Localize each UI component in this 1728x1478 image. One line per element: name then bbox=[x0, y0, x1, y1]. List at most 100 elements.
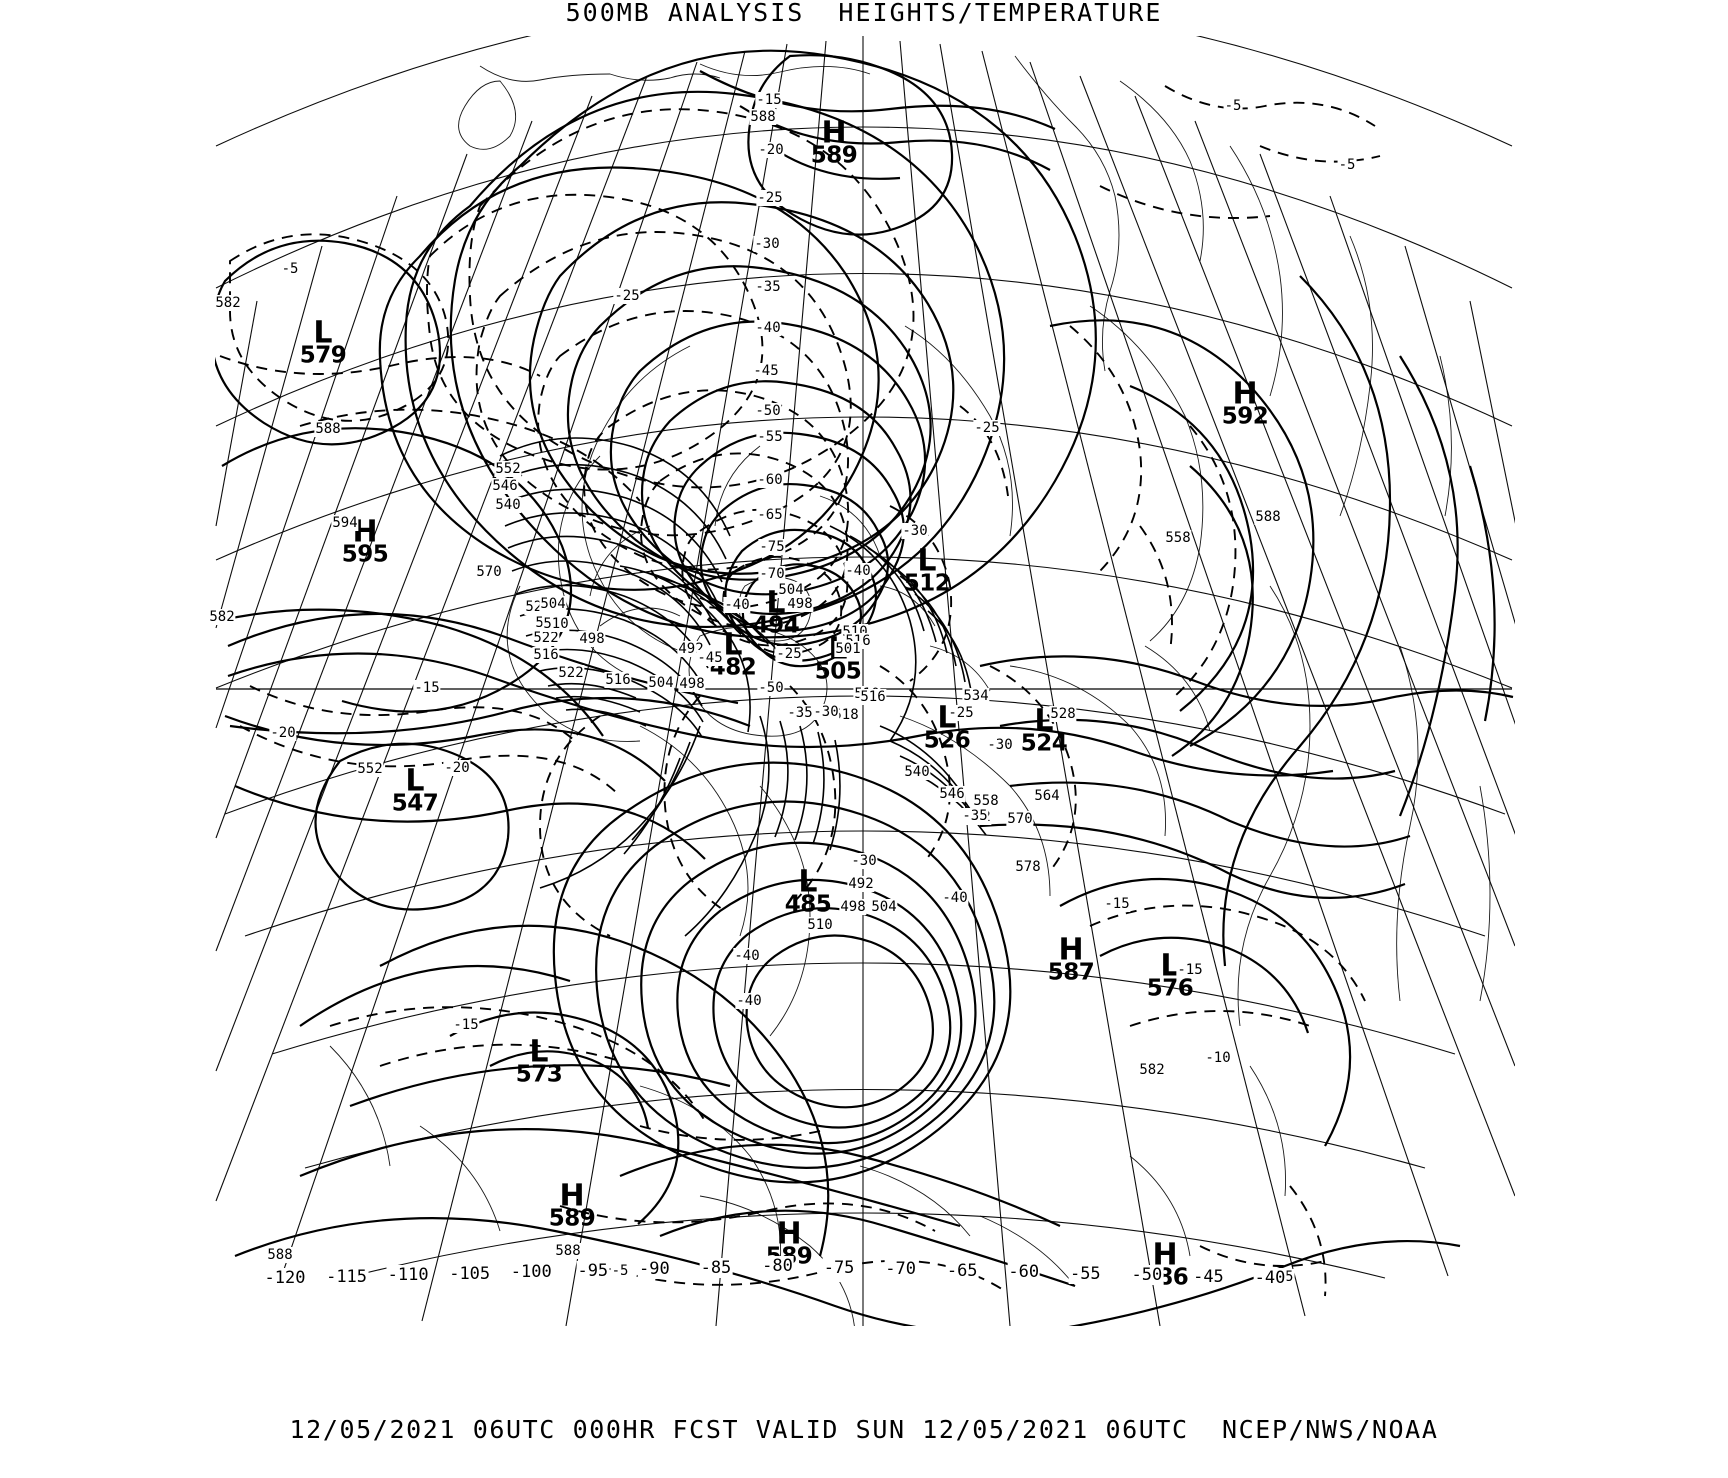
temperature-contour-label: -15 bbox=[452, 1017, 480, 1033]
longitude-tick-label: -105 bbox=[448, 1263, 492, 1284]
center-symbol: L bbox=[723, 627, 743, 663]
temperature-contour-label: -15 bbox=[1103, 896, 1131, 912]
temperature-contour-label: -35 bbox=[754, 279, 782, 295]
longitude-tick-label: -110 bbox=[386, 1265, 430, 1285]
center-value: 592 bbox=[1221, 403, 1269, 430]
center-value: 573 bbox=[515, 1061, 563, 1088]
center-symbol: H bbox=[1152, 1237, 1178, 1273]
temperature-contour-label: -30 bbox=[812, 704, 840, 720]
height-contour-label: 510 bbox=[806, 917, 834, 933]
center-value: 579 bbox=[299, 342, 347, 369]
height-contour-label: 594 bbox=[331, 515, 359, 531]
page-title: 500MB ANALYSIS HEIGHTS/TEMPERATURE bbox=[565, 0, 1163, 27]
temperature-contour-label: -25 bbox=[756, 190, 784, 206]
height-contour-label: 522 bbox=[532, 630, 560, 646]
temperature-contour-label: -45 bbox=[752, 363, 780, 379]
center-value: 595 bbox=[341, 541, 389, 568]
temperature-contour-label: -40 bbox=[844, 563, 872, 579]
center-value: 576 bbox=[1146, 975, 1194, 1002]
latlon-graticule bbox=[215, 36, 1515, 1326]
temperature-contour-label: -50 bbox=[757, 680, 785, 696]
center-symbol: L bbox=[798, 864, 818, 900]
temperature-contour-label: -60 bbox=[756, 472, 784, 488]
longitude-tick-label: -50 bbox=[1130, 1265, 1164, 1285]
center-value: 494 bbox=[752, 612, 800, 639]
center-symbol: H bbox=[1058, 932, 1084, 968]
height-contour-label: 582 bbox=[208, 609, 236, 625]
center-symbol: H bbox=[1232, 376, 1258, 412]
temperature-contour-label: -30 bbox=[986, 737, 1014, 753]
chart-footer: 12/05/2021 06UTC 000HR FCST VALID SUN 12… bbox=[289, 1415, 1439, 1444]
height-contour-label: 492 bbox=[847, 876, 875, 892]
temperature-contour-label: -25 bbox=[973, 420, 1001, 436]
center-symbol: H bbox=[559, 1178, 585, 1214]
height-contour-label: 522 bbox=[557, 665, 585, 681]
longitude-tick-label: -100 bbox=[509, 1262, 553, 1282]
temperature-contour-label: -25 bbox=[613, 288, 641, 304]
temperature-contour-label: -5 bbox=[610, 1263, 630, 1279]
longitude-tick-label: -70 bbox=[884, 1259, 917, 1279]
height-contour-label: 570 bbox=[475, 564, 503, 580]
longitude-tick-label: -45 bbox=[1192, 1266, 1225, 1287]
center-value: 589 bbox=[548, 1205, 596, 1232]
height-contour-label: 540 bbox=[494, 497, 522, 513]
temperature-contour-label: -65 bbox=[756, 507, 784, 523]
height-contour-label: 588 bbox=[1254, 509, 1282, 525]
temperature-contour-label: -35 bbox=[786, 705, 814, 721]
low-center-marker: L 512 bbox=[904, 546, 951, 594]
low-center-marker: L 547 bbox=[392, 763, 439, 814]
low-center-marker: L 573 bbox=[515, 1037, 563, 1088]
height-contour-label: 570 bbox=[1006, 811, 1034, 827]
center-value: 524 bbox=[1020, 730, 1068, 757]
height-contour-label: 540 bbox=[903, 764, 931, 780]
temperature-contour-label: -30 bbox=[901, 523, 929, 539]
temperature-contour-label: -40 bbox=[735, 993, 763, 1009]
temperature-contour-label: -40 bbox=[941, 890, 969, 906]
center-symbol: L bbox=[1034, 703, 1054, 739]
temperature-contour-label: -40 bbox=[754, 320, 782, 336]
low-center-marker: L 576 bbox=[1146, 948, 1194, 1002]
temperature-contour-label: -35 bbox=[961, 808, 989, 824]
longitude-tick-label: -90 bbox=[638, 1259, 671, 1279]
center-symbol: L bbox=[1160, 948, 1180, 984]
temperature-contour-label: -20 bbox=[757, 142, 785, 158]
temperature-contour-label: -5 bbox=[280, 261, 300, 277]
height-contour-label: 546 bbox=[938, 786, 966, 802]
temperature-contour-label: -55 bbox=[756, 429, 784, 445]
height-contour-label: 504 bbox=[647, 675, 675, 691]
low-center-marker: L 579 bbox=[299, 315, 347, 369]
center-symbol: H bbox=[776, 1216, 802, 1252]
height-contour-label: 510 bbox=[542, 616, 570, 632]
temperature-contour-label: -15 bbox=[755, 92, 783, 108]
height-contour-label: 504 bbox=[777, 582, 805, 598]
center-symbol: L bbox=[405, 763, 425, 799]
temperature-contour-label: -5 bbox=[1223, 98, 1243, 114]
height-contour-label: 588 bbox=[314, 421, 342, 437]
height-contour-label: 588 bbox=[554, 1243, 582, 1259]
height-contour-label: 516 bbox=[532, 647, 560, 663]
center-value: 526 bbox=[923, 727, 971, 754]
high-center-marker: H 587 bbox=[1048, 932, 1095, 983]
longitude-tick-label: -85 bbox=[699, 1257, 733, 1278]
height-contour-label: 516 bbox=[604, 672, 632, 688]
longitude-tick-label: -55 bbox=[1068, 1263, 1102, 1284]
longitude-tick-label: -60 bbox=[1007, 1262, 1041, 1282]
temperature-contour-label: -25 bbox=[775, 646, 803, 662]
temperature-contour-label: -70 bbox=[758, 566, 786, 582]
height-contour-label: 528 bbox=[1049, 706, 1077, 722]
temperature-contour-label: -45 bbox=[696, 650, 724, 666]
height-contour-label: 504 bbox=[539, 596, 567, 612]
height-contour-label: 498 bbox=[786, 596, 814, 612]
longitude-tick-label: -40 bbox=[1253, 1268, 1287, 1288]
height-contour-label: 552 bbox=[494, 461, 522, 477]
height-contour-label: 588 bbox=[266, 1247, 294, 1263]
temperature-contour-label: -15 bbox=[413, 680, 441, 696]
height-contour-label: 564 bbox=[1033, 788, 1061, 804]
temperature-contour-label: -15 bbox=[1176, 962, 1204, 978]
height-contour-label: 498 bbox=[839, 899, 867, 915]
height-contour-label: 558 bbox=[1164, 530, 1192, 546]
center-symbol: L bbox=[313, 315, 333, 351]
temperature-contour-label: -20 bbox=[269, 725, 297, 741]
